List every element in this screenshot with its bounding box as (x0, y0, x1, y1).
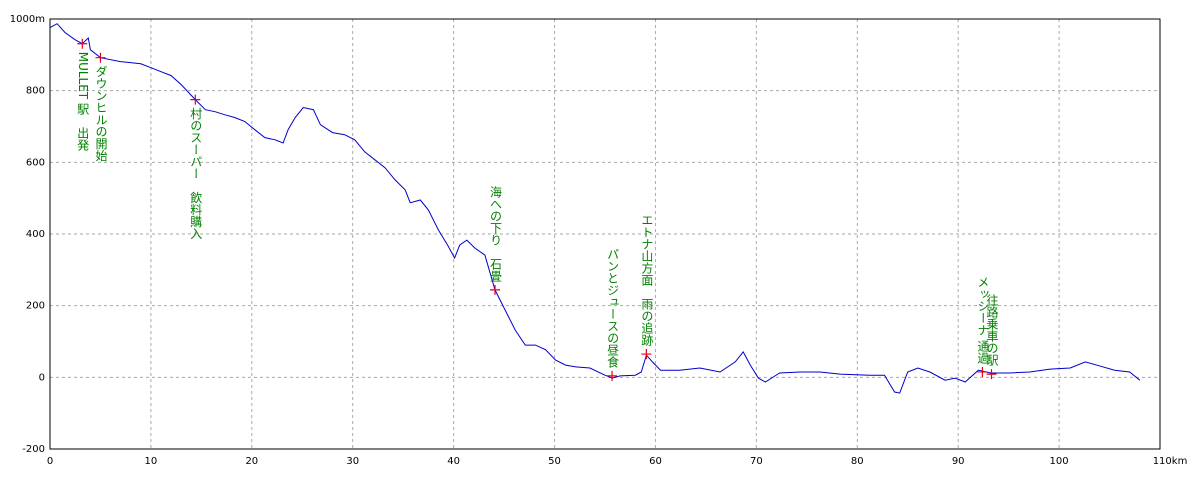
x-tick-label: 70 (750, 456, 763, 467)
y-tick-label: 600 (26, 157, 45, 168)
x-tick-label: 0 (47, 456, 53, 467)
x-tick-label: 80 (851, 456, 864, 467)
annotation: パンとジュースの昼食 (606, 247, 620, 367)
marker (607, 370, 618, 381)
annotation: エトナ山方面 雨の追跡 (640, 214, 654, 347)
annotation: 村のスーパー 飲料購入 (189, 107, 203, 239)
y-tick-label: 0 (39, 372, 45, 383)
elevation-line (49, 23, 1141, 394)
y-tick-label: 200 (26, 301, 45, 312)
annotation: 海への下り 石畳 (489, 184, 503, 281)
x-tick-label: 40 (447, 456, 460, 467)
marker (95, 52, 106, 63)
x-tick-label: 20 (245, 456, 258, 467)
x-tick-label: 60 (649, 456, 662, 467)
y-tick-label: -200 (22, 444, 45, 455)
marker (77, 38, 88, 49)
annotation: ダウンヒルの開始 (94, 65, 108, 161)
marker (190, 94, 201, 105)
x-tick-label: 110km (1153, 456, 1188, 467)
y-tick-label: 800 (26, 86, 45, 97)
annotation: メッシーナ 通過 (976, 276, 990, 364)
plot-frame (49, 18, 1161, 450)
x-tick-label: 90 (952, 456, 965, 467)
annotation: 往路乗車の駅 (985, 293, 999, 367)
marker (641, 349, 652, 360)
marker (986, 369, 997, 380)
annotation: MULLET 駅 出発 (76, 52, 90, 151)
marker (490, 284, 501, 295)
y-tick-label: 400 (26, 229, 45, 240)
x-tick-label: 30 (346, 456, 359, 467)
y-tick-label: 1000m (10, 14, 45, 25)
x-tick-label: 50 (548, 456, 561, 467)
x-tick-label: 100 (1050, 456, 1069, 467)
x-tick-label: 10 (145, 456, 158, 467)
marker (977, 366, 988, 377)
